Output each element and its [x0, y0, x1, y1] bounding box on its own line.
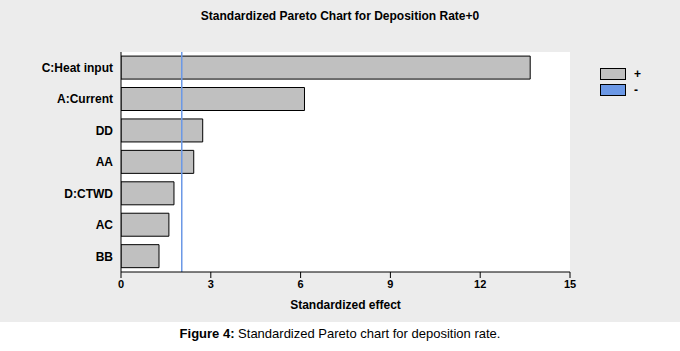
- svg-text:BB: BB: [96, 250, 114, 264]
- html-text:Figure 4: Standardized Pareto: Figure 4: Standardized Pareto chart for …: [179, 326, 501, 341]
- svg-text:0: 0: [118, 278, 124, 290]
- svg-text:C:Heat input: C:Heat input: [42, 61, 113, 75]
- svg-text:Standardized effect: Standardized effect: [290, 298, 401, 312]
- svg-text:DD: DD: [96, 124, 114, 138]
- svg-text:6: 6: [298, 278, 304, 290]
- svg-text:9: 9: [387, 278, 393, 290]
- svg-text:A:Current: A:Current: [57, 92, 113, 106]
- svg-text:D:CTWD: D:CTWD: [64, 187, 113, 201]
- svg-text:12: 12: [474, 278, 486, 290]
- svg-text:3: 3: [208, 278, 214, 290]
- svg-text:AA: AA: [96, 155, 114, 169]
- svg-text:AC: AC: [96, 218, 114, 232]
- svg-text:15: 15: [564, 278, 576, 290]
- html-text:Standardized Pareto Chart for: Standardized Pareto Chart for Deposition…: [200, 9, 480, 23]
